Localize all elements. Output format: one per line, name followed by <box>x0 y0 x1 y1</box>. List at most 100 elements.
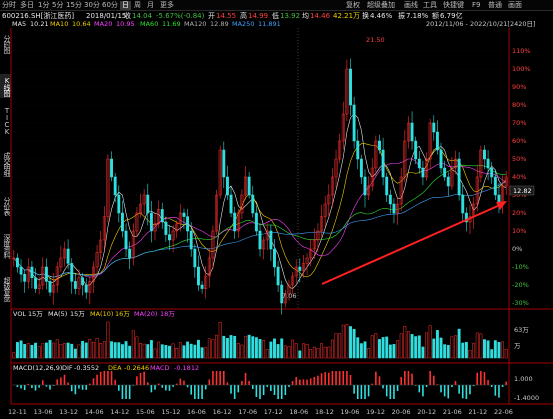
macd-bars <box>12 371 508 399</box>
screen-button[interactable]: 画面 <box>508 1 522 9</box>
tab-day[interactable]: 日 <box>120 1 131 10</box>
candle-body <box>215 194 219 232</box>
volume-bar <box>417 335 421 359</box>
tab-1min[interactable]: 1分 <box>38 1 50 9</box>
candle-body <box>309 248 313 259</box>
candle-body <box>175 223 179 232</box>
candle-body <box>330 176 334 196</box>
time-tick-label: 12-11 <box>8 408 27 416</box>
tab-fenshi[interactable]: 分时 <box>2 1 16 9</box>
tab-30min[interactable]: 30分 <box>84 1 100 9</box>
rail-tick[interactable]: TICK <box>3 107 11 135</box>
tab-month[interactable]: 月 <box>147 1 154 9</box>
volume-bar <box>273 338 276 359</box>
volume-bar <box>392 344 396 359</box>
volume-bar <box>26 343 30 359</box>
volume-bar <box>73 348 77 359</box>
tab-duori[interactable]: 多日 <box>20 1 34 9</box>
volume-bar <box>19 340 23 359</box>
candle-body <box>247 176 251 196</box>
candle-body <box>146 194 150 214</box>
ma5-line <box>13 113 507 289</box>
time-tick-label: 18-06 <box>289 408 308 416</box>
rail-kline[interactable]: K线图 <box>0 74 11 98</box>
volume-bar <box>200 347 204 359</box>
open-label: 开 <box>208 12 215 20</box>
trend-arrow-line <box>321 204 501 285</box>
vol-value: 15万 <box>28 310 43 318</box>
rail-price-table[interactable]: 分价表 <box>3 197 11 215</box>
candle-body <box>44 266 48 282</box>
candle-body <box>186 216 190 232</box>
volume-bar <box>330 339 334 359</box>
vol-ma20-value: 18万 <box>160 310 175 318</box>
tab-5min[interactable]: 5分 <box>52 1 64 9</box>
volume-bar <box>359 343 363 359</box>
ma-label: MA5 <box>12 20 27 28</box>
tools-button[interactable]: 工具 <box>423 1 437 9</box>
vol-ma10-name: MA(10) <box>90 310 113 318</box>
candle-body <box>283 293 287 304</box>
volume-bar <box>435 330 439 359</box>
percent-tick-label: 60% <box>512 137 526 145</box>
ma20-line <box>13 158 507 278</box>
time-tick-label: 13-12 <box>59 408 78 416</box>
open-value: 14.55 <box>216 12 237 20</box>
volume-bar <box>52 342 56 359</box>
draw-line-button[interactable]: 画线 <box>404 1 418 9</box>
candle-body <box>229 194 233 214</box>
volume-bar <box>421 346 425 359</box>
candle-body <box>110 158 114 178</box>
fuquan-button[interactable]: 复权 <box>346 1 360 9</box>
high-label: 高 <box>240 12 247 20</box>
volume-bar <box>381 337 385 359</box>
quote-date: 2018/01/15 <box>86 12 127 20</box>
tab-more[interactable]: 更多 <box>160 1 174 9</box>
tab-15min[interactable]: 15分 <box>66 1 82 9</box>
candle-body <box>320 216 323 232</box>
f9-button[interactable]: F9 <box>472 1 481 9</box>
ma20-value: 10.95 <box>116 20 135 28</box>
rail-deep-data[interactable]: 深度资料 <box>3 234 11 258</box>
volume-bar <box>403 326 407 359</box>
volume-bar <box>160 344 164 359</box>
candle-body <box>240 194 244 214</box>
tab-60min[interactable]: 60分 <box>102 1 118 9</box>
candle-body <box>99 239 103 253</box>
current-price: 12.82 <box>513 187 532 195</box>
candle-body <box>197 266 200 286</box>
tab-week[interactable]: 周 <box>134 1 141 9</box>
candle-body <box>443 167 447 178</box>
super-overlay-button[interactable]: 超级叠加 <box>367 1 395 9</box>
candle-body <box>327 194 331 205</box>
rail-deals[interactable]: 成交明细 <box>3 152 11 176</box>
volume-bar <box>186 341 190 359</box>
shortcut-button[interactable]: 快捷键 <box>443 1 464 9</box>
volume-bar <box>352 328 356 359</box>
volume-bar <box>131 330 135 359</box>
rail-fenshi[interactable]: 分时图 <box>3 35 11 53</box>
candle-body <box>251 194 255 214</box>
rail-replay[interactable]: 超级复盘 <box>3 277 11 301</box>
amplitude-label: 振 <box>398 12 405 20</box>
normal-button[interactable]: 普通 <box>488 1 502 9</box>
volume-bar <box>399 333 403 359</box>
macd-dea-value: -0.2646 <box>124 364 149 372</box>
volume-bar <box>15 342 19 359</box>
candle-body <box>254 212 258 232</box>
time-tick-label: 16-06 <box>187 408 206 416</box>
volume-bar <box>309 349 313 359</box>
volume-bar <box>280 338 284 359</box>
candle-body <box>66 248 70 264</box>
volume-bar <box>139 343 142 359</box>
candle-body <box>341 113 345 142</box>
volume-bar <box>128 345 132 359</box>
candle-body <box>124 230 128 250</box>
volume-bar <box>287 346 291 359</box>
candle-body <box>84 284 88 293</box>
candle-body <box>12 257 16 260</box>
volume-bar <box>251 336 255 359</box>
candle-body <box>77 277 81 289</box>
percent-tick-label: -30% <box>512 299 529 307</box>
